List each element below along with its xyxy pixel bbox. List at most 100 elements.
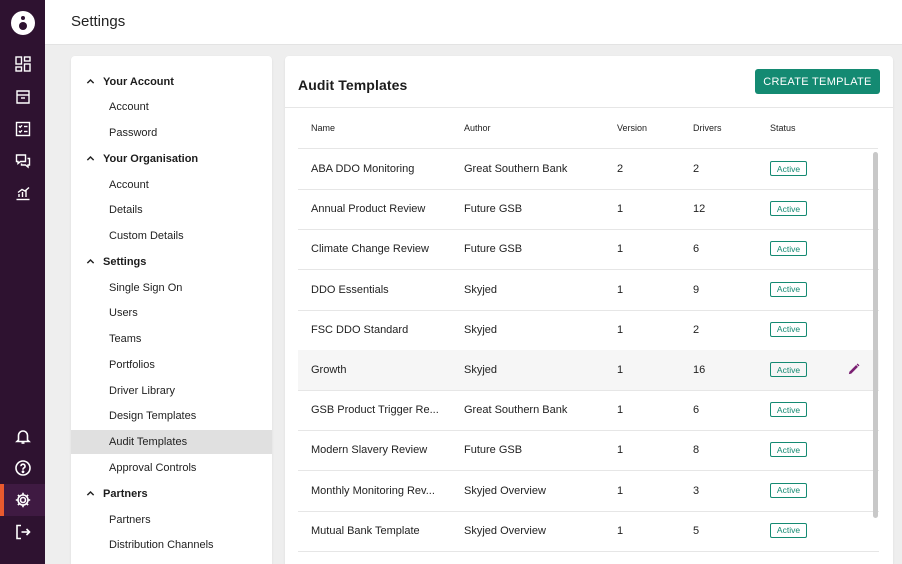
nav-item-label: Details — [109, 204, 143, 216]
table-row[interactable]: GSB Product Trigger Re... Great Southern … — [298, 390, 879, 432]
nav-section-label: Your Account — [103, 76, 174, 88]
table-row[interactable]: DDO Essentials Skyjed 1 9 Active — [298, 270, 879, 311]
nav-item-label: Users — [109, 307, 138, 319]
cell-version: 1 — [617, 243, 624, 256]
status-badge: Active — [770, 442, 807, 458]
cell-name: DDO Essentials — [311, 283, 389, 296]
app-rail — [0, 0, 45, 564]
dashboard-icon[interactable] — [12, 53, 34, 75]
nav-item-custom-details[interactable]: Custom Details — [71, 224, 272, 248]
table-row[interactable]: ABA DDO Monitoring Great Southern Bank 2 2 A… — [298, 149, 879, 190]
nav-item-label: Partners — [109, 514, 151, 526]
nav-section-partners[interactable]: Partners — [71, 482, 272, 506]
cell-version: 1 — [617, 484, 624, 497]
column-header-status[interactable]: Status — [770, 123, 796, 133]
nav-item-users[interactable]: Users — [71, 301, 272, 325]
column-header-version[interactable]: Version — [617, 123, 648, 133]
app-logo[interactable] — [11, 11, 35, 35]
cell-drivers: 16 — [693, 364, 706, 376]
nav-item-label: Portfolios — [109, 359, 155, 371]
cell-version: 1 — [617, 203, 624, 216]
cell-version: 2 — [617, 163, 624, 175]
nav-item-label: Approval Controls — [109, 462, 197, 474]
table-row[interactable]: Mutual Bank Template Skyjed Overview 1 5 Act… — [298, 511, 879, 552]
status-badge: Active — [770, 522, 807, 538]
nav-item-label: Custom Details — [109, 230, 184, 242]
nav-item-single-sign-on[interactable]: Single Sign On — [71, 276, 272, 300]
page-title: Settings — [71, 13, 126, 30]
nav-item-details[interactable]: Details — [71, 198, 272, 222]
cell-name: Monthly Monitoring Rev... — [311, 484, 435, 497]
table-row[interactable]: Annual Product Review Future GSB 1 12 Active — [298, 189, 879, 231]
cell-version: 1 — [617, 283, 624, 296]
analytics-icon[interactable] — [12, 182, 34, 204]
table-row[interactable]: Growth Skyjed 1 16 Active — [298, 350, 879, 391]
divider — [285, 107, 893, 108]
cell-author: Future GSB — [464, 203, 523, 216]
cell-author: Future GSB — [464, 444, 523, 457]
nav-item-distribution-channels[interactable]: Distribution Channels — [71, 533, 272, 557]
table-row[interactable]: Modern Slavery Review Future GSB 1 8 Active — [298, 430, 879, 472]
nav-item-audit-templates[interactable]: Audit Templates — [71, 430, 272, 454]
cell-version: 1 — [617, 323, 624, 336]
nav-item-driver-library[interactable]: Driver Library — [71, 379, 272, 403]
nav-section-your-organisation[interactable]: Your Organisation — [71, 147, 272, 171]
nav-section-your-account[interactable]: Your Account — [71, 70, 272, 94]
cell-author: Skyjed Overview — [464, 484, 546, 497]
cell-author: Great Southern Bank — [464, 404, 568, 417]
status-badge: Active — [770, 201, 807, 217]
settings-icon[interactable] — [12, 489, 34, 511]
status-badge: Active — [770, 281, 807, 297]
column-header-name[interactable]: Name — [311, 123, 336, 133]
chevron-up-icon — [86, 258, 95, 264]
nav-item-approval-controls[interactable]: Approval Controls — [71, 456, 272, 480]
nav-item-teams[interactable]: Teams — [71, 327, 272, 351]
cell-drivers: 2 — [693, 163, 700, 175]
inbox-icon[interactable] — [12, 86, 34, 108]
table-row[interactable]: Monthly Monitoring Rev... Skyjed Overview… — [298, 471, 879, 512]
chat-icon[interactable] — [12, 150, 34, 172]
cell-version: 1 — [617, 444, 624, 457]
bell-icon[interactable] — [12, 425, 34, 447]
status-badge: Active — [770, 321, 807, 337]
status-badge: Active — [770, 482, 807, 498]
chevron-up-icon — [86, 155, 95, 161]
nav-item-label: Password — [109, 127, 158, 139]
checklist-icon[interactable] — [12, 118, 34, 140]
help-icon[interactable] — [12, 457, 34, 479]
column-header-drivers[interactable]: Drivers — [693, 123, 722, 133]
table-row[interactable]: Climate Change Review Future GSB 1 6 Active — [298, 229, 879, 271]
cell-author: Skyjed Overview — [464, 524, 546, 537]
nav-item-label: Account — [109, 179, 149, 191]
nav-item-org-account[interactable]: Account — [71, 173, 272, 197]
nav-item-password[interactable]: Password — [71, 121, 272, 145]
cell-author: Skyjed — [464, 283, 498, 296]
table-row[interactable]: FSC DDO Standard Skyjed 1 2 Active — [298, 310, 879, 351]
status-badge: Active — [770, 362, 807, 377]
nav-item-design-templates[interactable]: Design Templates — [71, 404, 272, 428]
cell-version: 1 — [617, 364, 624, 376]
nav-item-partners[interactable]: Partners — [71, 508, 272, 532]
cell-author: Future GSB — [464, 243, 523, 256]
nav-item-label: Design Templates — [109, 410, 197, 422]
nav-item-portfolios[interactable]: Portfolios — [71, 353, 272, 377]
cell-version: 1 — [617, 404, 624, 417]
nav-item-label: Audit Templates — [109, 436, 188, 448]
column-header-author[interactable]: Author — [464, 123, 491, 133]
nav-section-label: Your Organisation — [103, 153, 199, 165]
table-scrollbar[interactable] — [873, 152, 878, 518]
edit-pencil-icon[interactable] — [847, 363, 860, 376]
cell-drivers: 2 — [693, 323, 700, 336]
nav-item-account[interactable]: Account — [71, 95, 272, 119]
cell-name: FSC DDO Standard — [311, 323, 409, 336]
status-badge: Active — [770, 161, 807, 176]
panel-title: Audit Templates — [298, 77, 408, 93]
cell-drivers: 12 — [693, 203, 706, 216]
nav-section-label: Partners — [103, 488, 148, 500]
cell-drivers: 8 — [693, 444, 700, 457]
status-badge: Active — [770, 241, 807, 257]
nav-section-settings[interactable]: Settings — [71, 250, 272, 274]
status-badge: Active — [770, 402, 807, 418]
create-template-button[interactable]: CREATE TEMPLATE — [755, 69, 880, 94]
logout-icon[interactable] — [12, 521, 34, 543]
